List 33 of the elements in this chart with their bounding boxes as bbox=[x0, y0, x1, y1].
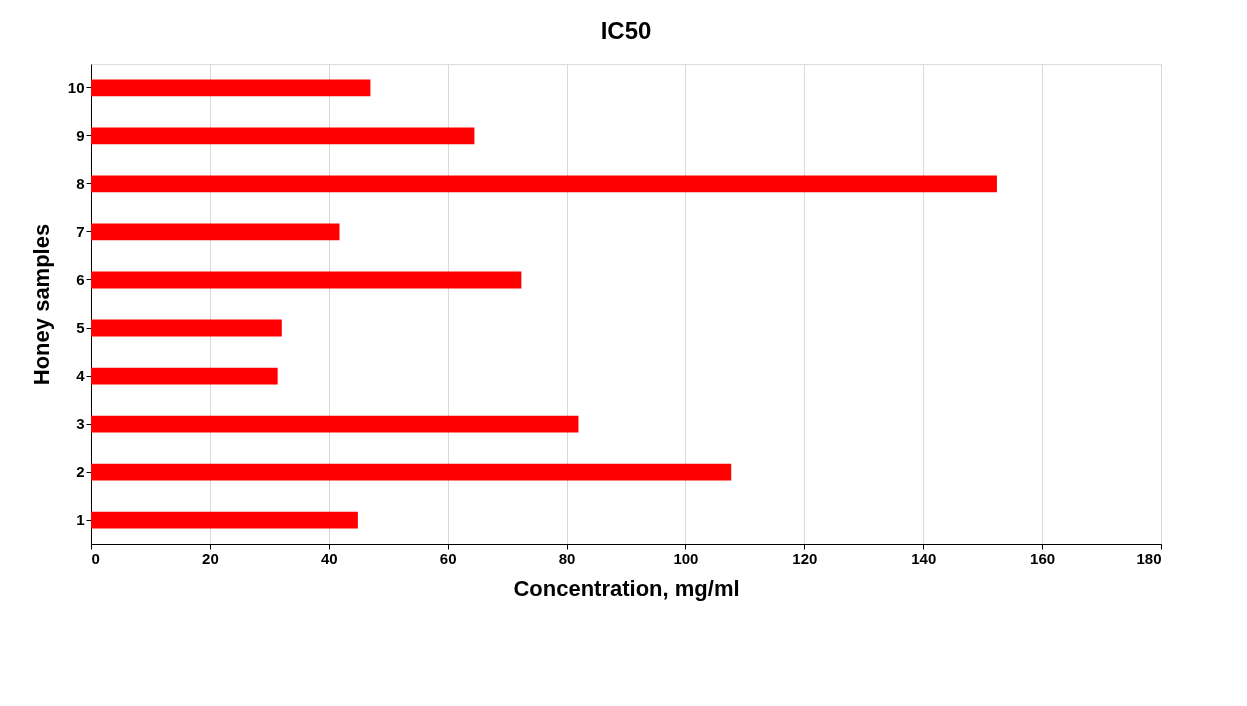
y-tick-label: 7 bbox=[76, 222, 85, 240]
x-axis-title: Concentration, mg/ml bbox=[513, 575, 740, 601]
x-tick-label: 20 bbox=[202, 549, 219, 567]
bar bbox=[91, 367, 278, 385]
bar bbox=[91, 271, 522, 289]
y-tick-label: 3 bbox=[76, 415, 85, 433]
y-tick-label: 1 bbox=[76, 511, 85, 529]
x-tick-label: 0 bbox=[91, 549, 100, 567]
x-tick-label: 40 bbox=[320, 549, 338, 567]
y-tick-label: 2 bbox=[76, 463, 85, 481]
bar bbox=[91, 79, 371, 97]
bar bbox=[91, 223, 340, 241]
y-axis-title: Honey samples bbox=[28, 223, 54, 386]
x-tick-label: 180 bbox=[1136, 549, 1162, 567]
x-tick-label: 100 bbox=[673, 549, 699, 567]
x-tick-label: 80 bbox=[558, 549, 576, 567]
y-tick-label: 5 bbox=[76, 319, 85, 337]
y-tick-label: 9 bbox=[76, 126, 85, 144]
y-tick-label: 10 bbox=[67, 78, 85, 96]
bar bbox=[91, 511, 358, 529]
y-tick-label: 8 bbox=[76, 174, 85, 192]
bar bbox=[91, 175, 997, 193]
y-tick-label: 6 bbox=[76, 270, 85, 288]
chart-title: IC50 bbox=[600, 17, 652, 44]
x-tick-label: 60 bbox=[439, 549, 457, 567]
x-tick-label: 120 bbox=[792, 549, 818, 567]
x-tick-label: 140 bbox=[911, 549, 937, 567]
x-tick-label: 160 bbox=[1030, 549, 1056, 567]
bar bbox=[91, 415, 579, 433]
bar bbox=[91, 127, 475, 145]
bar bbox=[91, 319, 282, 337]
y-tick-label: 4 bbox=[76, 367, 86, 385]
bar bbox=[91, 463, 732, 481]
